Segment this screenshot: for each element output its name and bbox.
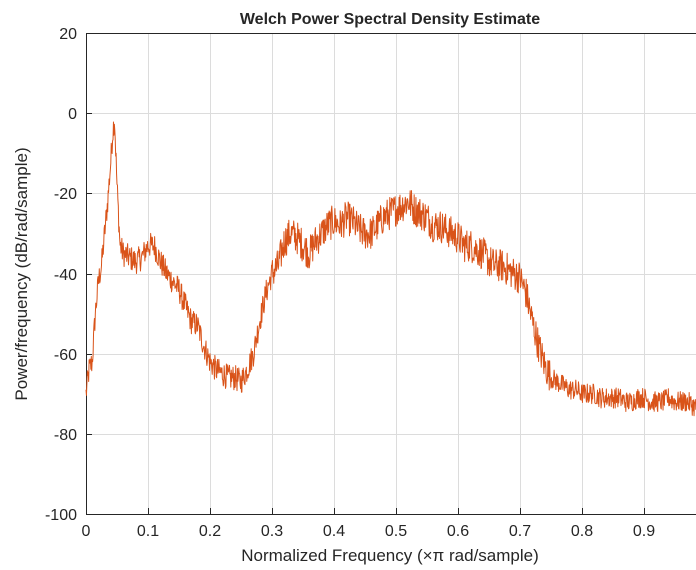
y-tick-label: 0 xyxy=(68,106,77,123)
grid xyxy=(86,33,696,515)
x-tick-label: 0.8 xyxy=(571,523,593,540)
y-tick-label: -20 xyxy=(54,186,77,203)
y-tick-label: 20 xyxy=(59,26,77,43)
x-tick-label: 0.2 xyxy=(199,523,221,540)
y-tick-label: -40 xyxy=(54,267,77,284)
series-layer xyxy=(85,121,696,417)
x-tick-label: 0.7 xyxy=(509,523,531,540)
chart-title: Welch Power Spectral Density Estimate xyxy=(240,11,540,28)
x-tick-label: 0.3 xyxy=(261,523,283,540)
x-tick-label: 0.1 xyxy=(137,523,159,540)
y-tick-label: -100 xyxy=(45,507,77,524)
x-tick-label: 0.9 xyxy=(633,523,655,540)
x-tick-label: 0.6 xyxy=(447,523,469,540)
x-tick-label: 0.4 xyxy=(323,523,345,540)
y-tick-label: -80 xyxy=(54,427,77,444)
psd-series-line xyxy=(85,121,696,417)
x-tick-label: 0 xyxy=(82,523,91,540)
ticks: 00.10.20.30.40.50.60.70.80.91-100-80-60-… xyxy=(45,26,655,540)
x-tick-label: 0.5 xyxy=(385,523,407,540)
y-axis-label: Power/frequency (dB/rad/sample) xyxy=(12,147,31,400)
y-tick-label: -60 xyxy=(54,347,77,364)
x-axis-label: Normalized Frequency (×π rad/sample) xyxy=(241,546,539,565)
